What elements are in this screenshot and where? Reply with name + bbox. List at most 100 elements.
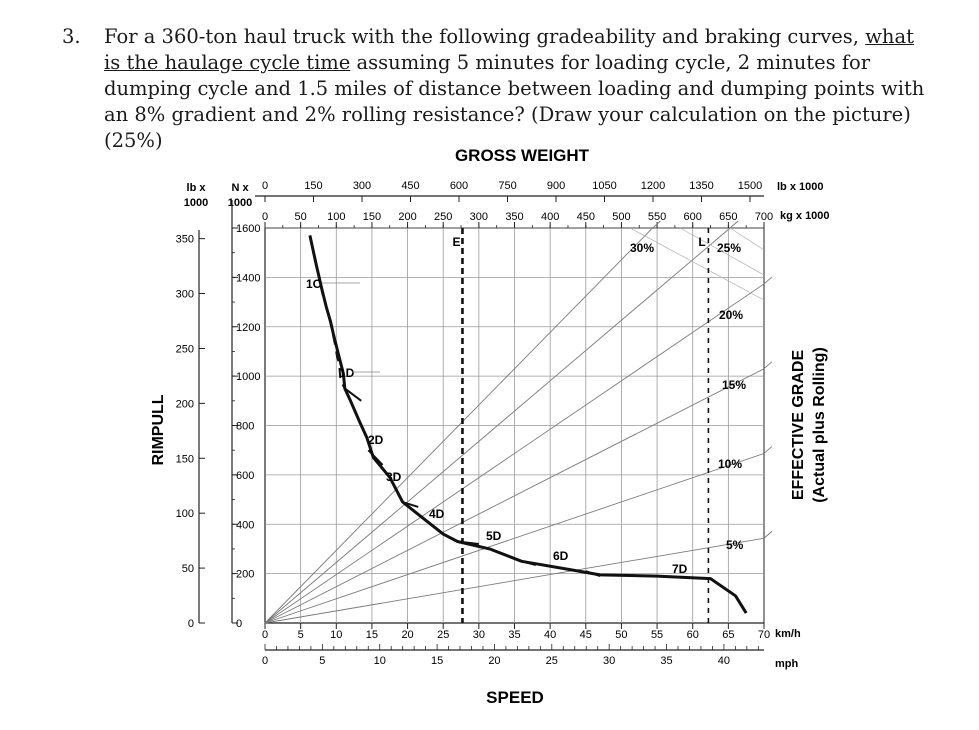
n-header-1: N x	[231, 182, 249, 194]
y-axis-label: RIMPULL	[150, 394, 167, 465]
question-underlined: what is the haulage cycle time	[104, 25, 914, 74]
retarder-curve-line	[308, 235, 346, 389]
question-number: 3.	[62, 25, 81, 48]
grade-lines: 5% 10% 15% 20% 25% 30%	[264, 220, 773, 624]
gw-kg-tick-label: 200	[398, 211, 416, 223]
gw-kg-tick-label: 600	[684, 211, 702, 223]
rimpull-curve-line	[308, 235, 748, 614]
gw-kg-tick-label: 500	[612, 211, 630, 223]
mph-tick-label: 0	[262, 655, 268, 667]
grade-label: 10%	[718, 457, 742, 471]
lb-tick-label: 300	[176, 289, 194, 301]
n-tick-label: 1400	[236, 272, 260, 284]
gw-kg-tick-label: 700	[755, 211, 773, 223]
gw-lb-tick-label: 1050	[592, 180, 616, 192]
n-tick-label: 1000	[236, 371, 260, 383]
n-tick-label: 800	[236, 421, 254, 433]
gear-shift-tick	[402, 501, 419, 508]
gear-shift-tick	[344, 387, 362, 402]
gw-kg-unit: kg x 1000	[780, 210, 830, 222]
gw-lb-tick-label: 150	[304, 180, 322, 192]
gear-shift-tick	[457, 540, 479, 545]
gear-label: 7D	[672, 562, 688, 576]
kmh-tick-label: 35	[508, 629, 520, 641]
lb-tick-label: 200	[176, 398, 194, 410]
gear-label: 5D	[486, 529, 502, 543]
gw-lb-tick-label: 300	[353, 180, 371, 192]
x-axis-label: SPEED	[486, 688, 544, 707]
lb-header-2: 1000	[184, 197, 208, 209]
lb-tick-label: 350	[176, 234, 194, 246]
mph-tick-label: 40	[718, 655, 730, 667]
gear-label: 1C	[306, 277, 322, 291]
kmh-tick-label: 15	[366, 629, 378, 641]
grade-line	[264, 227, 653, 624]
n-header-2: 1000	[228, 197, 252, 209]
grade-label: 30%	[630, 241, 654, 255]
gear-label: 1D	[339, 366, 355, 380]
chart-grid	[265, 227, 764, 623]
kmh-tick-label: 10	[330, 629, 342, 641]
kmh-tick-label: 0	[262, 629, 268, 641]
kmh-tick-label: 65	[722, 629, 734, 641]
gw-kg-tick-label: 0	[262, 211, 268, 223]
weight-marker-label: L	[698, 235, 705, 249]
grade-line	[264, 453, 765, 624]
n-tick-label: 1600	[236, 223, 260, 235]
rimpull-curve: 1C 1D 2D 3D 4D 5D 6D 7D	[306, 235, 748, 614]
grade-label: 15%	[722, 378, 746, 392]
right-label-1: EFFECTIVE GRADE	[790, 350, 807, 501]
lb-tick-label: 150	[176, 453, 194, 465]
gear-label: 4D	[429, 507, 445, 521]
gw-kg-tick-label: 50	[295, 211, 307, 223]
gw-kg-tick-label: 550	[648, 211, 666, 223]
right-label-2: (Actual plus Rolling)	[811, 347, 828, 503]
kmh-tick-label: 40	[544, 629, 556, 641]
n-tick-label: 600	[236, 470, 254, 482]
grade-line-end	[652, 220, 661, 229]
grade-line-end	[763, 276, 773, 285]
question-intro: For a 360-ton haul truck with the follow…	[104, 25, 866, 48]
grade-line-end	[729, 220, 739, 229]
kmh-tick-label: 50	[615, 629, 627, 641]
gw-kg-tick-label: 250	[434, 211, 452, 223]
lb-tick-label: 100	[176, 508, 194, 520]
kmh-tick-label: 25	[437, 629, 449, 641]
gear-label: 6D	[553, 549, 569, 563]
grade-line	[264, 368, 765, 624]
chart-frame	[198, 195, 765, 651]
mph-tick-label: 20	[488, 655, 500, 667]
grade-fan-line	[679, 227, 765, 276]
question-rest: assuming 5 minutes for loading cycle, 2 …	[104, 51, 925, 152]
grade-line-end	[763, 361, 773, 370]
gw-lb-tick-label: 600	[450, 180, 468, 192]
lb-header-1: lb x	[187, 182, 207, 194]
mph-tick-label: 25	[546, 655, 558, 667]
gw-lb-tick-label: 900	[547, 180, 565, 192]
gw-kg-tick-label: 100	[327, 211, 345, 223]
lb-tick-label: 250	[176, 343, 194, 355]
gw-kg-tick-label: 450	[577, 211, 595, 223]
gw-kg-tick-label: 150	[363, 211, 381, 223]
gw-lb-tick-label: 1500	[738, 180, 762, 192]
weight-marker-label: E	[452, 235, 460, 249]
gw-lb-tick-label: 0	[262, 180, 268, 192]
gw-kg-tick-label: 650	[719, 211, 737, 223]
kmh-tick-label: 55	[651, 629, 663, 641]
mph-unit: mph	[775, 658, 799, 670]
grade-label: 20%	[719, 308, 743, 322]
grade-fan-line	[729, 227, 765, 251]
gear-label: 2D	[368, 433, 384, 447]
gw-lb-unit: lb x 1000	[777, 181, 823, 193]
gear-shift-tick	[367, 449, 384, 466]
mph-tick-label: 5	[319, 655, 325, 667]
gear-label: 3D	[386, 470, 402, 484]
kmh-tick-label: 20	[401, 629, 413, 641]
mph-tick-label: 30	[603, 655, 615, 667]
grade-line	[264, 227, 731, 624]
gw-lb-tick-label: 1200	[641, 180, 665, 192]
chart-title: GROSS WEIGHT	[455, 146, 590, 165]
grade-fan-line	[629, 227, 765, 301]
